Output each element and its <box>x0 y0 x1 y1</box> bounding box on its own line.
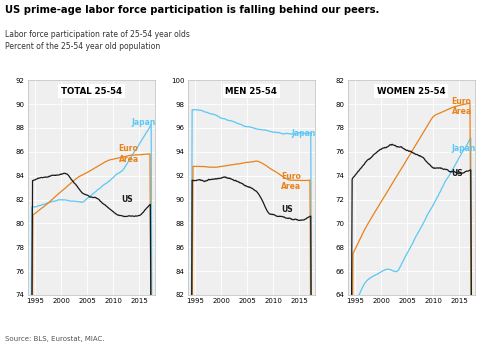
Text: US prime-age labor force participation is falling behind our peers.: US prime-age labor force participation i… <box>5 5 380 15</box>
Text: US: US <box>452 169 463 178</box>
Text: US: US <box>281 205 293 214</box>
Text: Japan: Japan <box>292 129 316 139</box>
Text: Japan: Japan <box>132 118 156 126</box>
Text: Euro
Area: Euro Area <box>281 172 301 191</box>
Text: TOTAL 25-54: TOTAL 25-54 <box>60 87 122 96</box>
Text: Labor force participation rate of 25-54 year olds: Labor force participation rate of 25-54 … <box>5 30 190 39</box>
Text: Euro
Area: Euro Area <box>118 144 139 164</box>
Text: Euro
Area: Euro Area <box>452 97 471 116</box>
Text: Percent of the 25-54 year old population: Percent of the 25-54 year old population <box>5 42 160 51</box>
Text: Source: BLS, Eurostat, MIAC.: Source: BLS, Eurostat, MIAC. <box>5 336 104 342</box>
Text: MEN 25-54: MEN 25-54 <box>226 87 277 96</box>
Text: WOMEN 25-54: WOMEN 25-54 <box>377 87 446 96</box>
Text: US: US <box>121 195 133 204</box>
Text: Japan: Japan <box>452 144 476 153</box>
